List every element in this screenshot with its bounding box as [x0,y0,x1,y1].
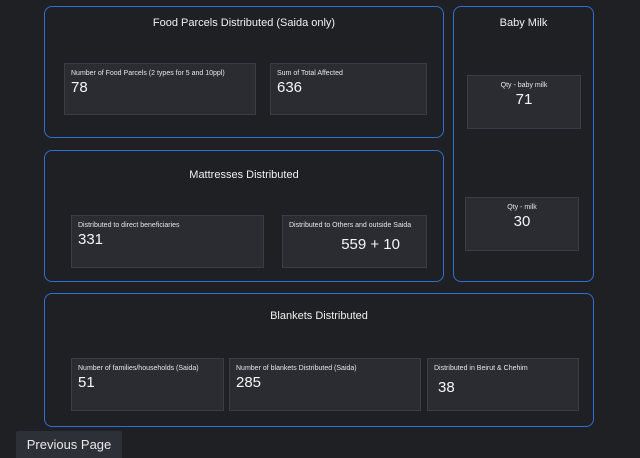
milk-qty-card[interactable]: Qty - milk 30 [465,197,579,251]
mattresses-panel: Mattresses Distributed Distributed to di… [44,150,444,282]
food-parcels-panel: Food Parcels Distributed (Saida only) Nu… [44,6,444,138]
food-parcels-title: Food Parcels Distributed (Saida only) [152,17,336,29]
baby-milk-panel: Baby Milk Qty - baby milk 71 Qty - milk … [453,6,594,282]
milk-qty-label: Qty - milk [507,204,537,211]
blankets-title: Blankets Distributed [270,310,368,322]
milk-qty-value: 30 [513,213,531,230]
others-outside-saida-label: Distributed to Others and outside Saida [289,222,412,229]
previous-page-button[interactable]: Previous Page [16,431,122,458]
blankets-saida-label: Number of blankets Distributed (Saida) [236,365,357,372]
baby-milk-qty-value: 71 [515,91,533,108]
baby-milk-qty-label: Qty - baby milk [500,82,548,89]
others-outside-saida-card[interactable]: Distributed to Others and outside Saida … [282,215,427,268]
baby-milk-qty-card[interactable]: Qty - baby milk 71 [467,75,581,129]
total-affected-label: Sum of Total Affected [277,70,343,77]
households-card[interactable]: Number of families/households (Saida) 51 [71,358,224,411]
direct-beneficiaries-label: Distributed to direct beneficiaries [78,222,180,229]
households-value: 51 [78,374,95,391]
food-parcels-count-card[interactable]: Number of Food Parcels (2 types for 5 an… [64,63,256,115]
beirut-chehim-card[interactable]: Distributed in Beirut & Chehim 38 [427,358,579,411]
direct-beneficiaries-card[interactable]: Distributed to direct beneficiaries 331 [71,215,264,268]
blankets-saida-card[interactable]: Number of blankets Distributed (Saida) 2… [229,358,421,411]
mattresses-title: Mattresses Distributed [189,169,299,181]
baby-milk-title: Baby Milk [499,17,548,29]
total-affected-card[interactable]: Sum of Total Affected 636 [270,63,427,115]
beirut-chehim-value: 38 [438,379,455,396]
total-affected-value: 636 [277,79,303,96]
food-parcels-count-value: 78 [71,79,88,96]
direct-beneficiaries-value: 331 [78,231,104,248]
others-outside-saida-value: 559 + 10 [341,236,400,253]
blankets-panel: Blankets Distributed Number of families/… [44,293,594,427]
blankets-saida-value: 285 [236,374,262,391]
households-label: Number of families/households (Saida) [78,365,199,372]
beirut-chehim-label: Distributed in Beirut & Chehim [434,365,528,372]
food-parcels-count-label: Number of Food Parcels (2 types for 5 an… [71,70,225,77]
